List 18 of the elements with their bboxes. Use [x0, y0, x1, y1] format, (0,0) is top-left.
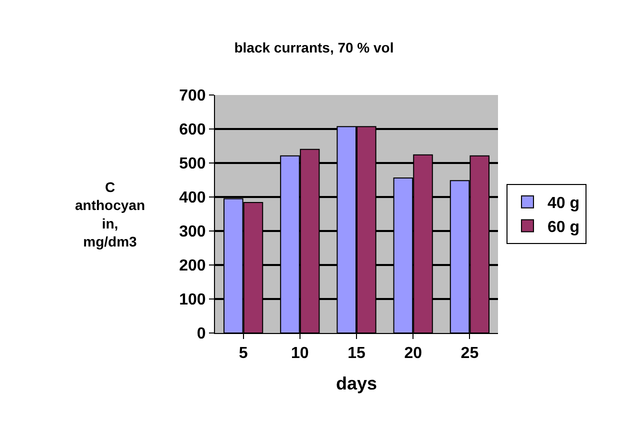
legend-label: 60 g — [547, 218, 580, 236]
x-axis-title: days — [336, 373, 378, 394]
y-axis-title: C anthocyan in, mg/dm3 — [75, 179, 146, 250]
y-tick-label: 0 — [196, 326, 206, 343]
y-tick-label: 500 — [179, 156, 206, 173]
y-tick-label: 200 — [179, 258, 206, 275]
y-tick-label: 300 — [179, 224, 206, 241]
chart-title: black currants, 70 % vol — [234, 40, 394, 56]
legend-label: 40 g — [547, 195, 580, 212]
y-tick-label: 400 — [179, 190, 206, 207]
x-tick-label: 10 — [291, 345, 309, 362]
x-tick-label: 5 — [238, 345, 248, 362]
x-tick-label: 20 — [404, 345, 422, 362]
x-tick-label: 15 — [348, 345, 366, 362]
y-tick-label: 600 — [179, 122, 206, 139]
y-tick-label: 100 — [179, 292, 206, 309]
x-tick-label: 25 — [460, 345, 479, 362]
y-tick-label: 700 — [179, 88, 206, 105]
